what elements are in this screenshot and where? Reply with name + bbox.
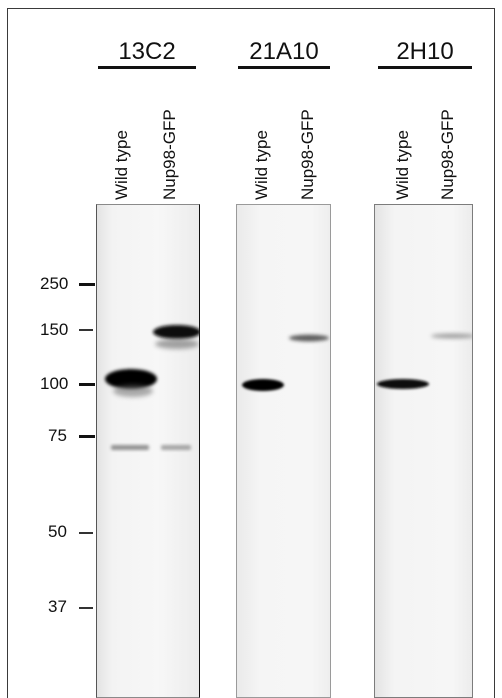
- marker-tick-250: [79, 283, 95, 286]
- marker-tick-37: [79, 607, 93, 609]
- marker-50: 50: [48, 522, 67, 541]
- lane-label-2h10-nup98-gfp: Nup98-GFP: [438, 109, 457, 200]
- marker-tick-100: [79, 383, 95, 386]
- band-13c2-wt-75: [111, 445, 149, 450]
- group-line-21a10: [238, 66, 330, 69]
- figure-frame: [7, 8, 495, 698]
- group-label-13c2: 13C2: [118, 38, 176, 65]
- group-line-13c2: [98, 66, 196, 69]
- blot-panel-2h10: [374, 204, 473, 698]
- marker-tick-75: [79, 435, 95, 438]
- band-21a10-wt-100: [242, 379, 284, 391]
- lane-label-13c2-wild-type: Wild type: [112, 130, 131, 200]
- group-line-2h10: [378, 66, 472, 69]
- marker-250: 250: [40, 274, 69, 293]
- marker-75: 75: [48, 426, 67, 445]
- band-13c2-wt-100: [105, 369, 157, 389]
- marker-150: 150: [40, 320, 69, 339]
- band-13c2-gfp-150: [153, 325, 199, 339]
- lane-label-2h10-wild-type: Wild type: [393, 130, 412, 200]
- lane-label-21a10-nup98-gfp: Nup98-GFP: [298, 109, 317, 200]
- marker-100: 100: [40, 374, 69, 393]
- marker-37: 37: [48, 597, 67, 616]
- band-13c2-gfp-150-smear: [155, 339, 199, 349]
- blot-panel-13c2: [96, 204, 200, 698]
- band-13c2-gfp-75: [161, 445, 191, 450]
- lane-label-21a10-wild-type: Wild type: [252, 130, 271, 200]
- group-label-2h10: 2H10: [396, 38, 454, 65]
- group-label-21a10: 21A10: [249, 38, 319, 65]
- band-21a10-gfp-150: [289, 334, 329, 342]
- lane-label-13c2-nup98-gfp: Nup98-GFP: [160, 109, 179, 200]
- band-2h10-gfp-150: [431, 333, 472, 339]
- band-2h10-wt-100: [377, 379, 429, 389]
- marker-tick-50: [79, 532, 93, 534]
- marker-tick-150: [79, 329, 93, 331]
- band-13c2-wt-100-smear: [113, 385, 153, 397]
- blot-panel-21a10: [236, 204, 331, 698]
